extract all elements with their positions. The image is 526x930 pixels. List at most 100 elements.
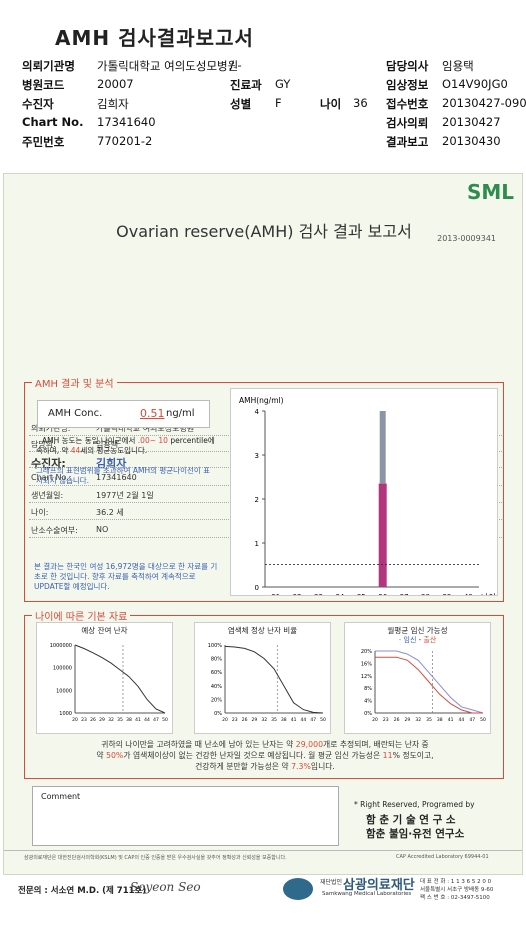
report-title: Ovarian reserve(AMH) 검사 결과 보고서 — [116, 222, 412, 241]
header-l3-2: 접수번호 — [386, 97, 429, 111]
header-l1-3: Chart No. — [22, 115, 84, 129]
footer-org-en: Samkwang Medical Laboratories — [322, 891, 412, 897]
small-chart-xtick: 23 — [383, 717, 389, 723]
field-divider — [29, 537, 249, 538]
amh-conc-label: AMH Conc. — [48, 408, 103, 419]
normal-egg-chart: 100% 80% 60% 40% 20% 0%20 23 26 29 32 35 38 41 44 47 50 — [208, 643, 326, 723]
small-chart-xtick: 20 — [72, 717, 78, 723]
basic-data-summary: 귀하의 나이만을 고려하였을 때 난소에 남아 있는 난자는 약 29,000개… — [30, 739, 500, 772]
header-v3-3: 20130427 — [442, 115, 501, 129]
header-v2b-2: 36 — [353, 96, 368, 110]
footnote: 삼광의료재단은 대한진단검사의학회(KSLM) 및 CAP의 인증 인증을 받은… — [24, 855, 287, 861]
small-chart-xtick: 29 — [99, 717, 105, 723]
pregnancy-legend: - 임신 - 출산 — [398, 636, 437, 644]
report-serial: 2013-0009341 — [437, 234, 496, 243]
small-chart-series-line — [224, 645, 324, 714]
legend-birth: 출산 — [423, 636, 437, 644]
legend-pregnancy: 임신 — [403, 636, 417, 644]
amh-chart-xtick: 37 — [400, 593, 409, 595]
org-name-2: 함춘 불임·유전 연구소 — [366, 828, 465, 840]
small-chart-ytick: 10000 — [56, 688, 72, 694]
amh-chart-xtick: 31 — [271, 593, 280, 595]
amh-chart-xtick: 38 — [421, 593, 430, 595]
patient-field-value: 가톨릭대학교 여의도성모병원 — [96, 424, 195, 433]
amh-chart-xtick: 40 — [464, 593, 473, 595]
small-chart-ytick: 100% — [208, 643, 223, 649]
amh-conc-box: AMH Conc. 0.51 ng/ml — [37, 400, 210, 428]
small-chart-ytick: 0% — [214, 711, 222, 717]
remaining-eggs-title: 예상 잔여 난자 — [81, 626, 128, 635]
small-chart-xtick: 23 — [232, 717, 238, 723]
header-v3-4: 20130430 — [442, 134, 501, 148]
amh-bar — [378, 483, 387, 587]
amh-chart-ytick: 2 — [255, 496, 259, 504]
remaining-eggs-panel: 예상 잔여 난자 1000000 100000 10000 1000 20 23 26 29 3… — [36, 622, 173, 734]
small-chart-series-line — [74, 644, 166, 714]
patient-field-label: 난소수술여부: — [31, 526, 78, 535]
footer-fax: 팩 스 번 호 : 02-3497-5100 — [420, 895, 490, 901]
amh-chart-xtick: 32 — [293, 593, 302, 595]
header-v1-4: 770201-2 — [97, 134, 153, 148]
doctor-name: 전문의 : 서소연 M.D. (제 711호) — [18, 886, 147, 896]
summary-c: 약 — [96, 751, 104, 760]
small-chart-xtick: 20 — [222, 717, 228, 723]
amh-chart-xtick: 33 — [314, 593, 323, 595]
amh-chart-xlabel: 나이 — [481, 592, 496, 595]
amh-chart-ytick: 1 — [255, 540, 259, 548]
field-divider — [29, 519, 249, 520]
patient-field-label: Chart No.: — [31, 473, 72, 482]
patient-field-value: 17341640 — [96, 473, 137, 482]
small-chart-ytick: 80% — [211, 657, 222, 663]
header-l2-1: 진료과 — [230, 78, 262, 92]
report-header-title: AMH 검사결과보고서 — [55, 26, 254, 50]
small-chart-ytick: 1000000 — [50, 643, 72, 649]
small-chart-ytick: 60% — [211, 670, 222, 676]
pregnancy-chart: 20% 16% 12% 8% 4% 0%20 23 26 29 32 35 38 41 44 47 50 — [361, 649, 486, 723]
patient-field-label: 생년월일: — [31, 491, 64, 500]
header-v1-1: 20007 — [97, 77, 134, 91]
amh-chart-ytick: 3 — [255, 452, 259, 460]
amh-conc-unit: ng/ml — [166, 408, 195, 419]
small-chart-xtick: 38 — [281, 717, 287, 723]
patient-field-label: 의뢰기관명: — [31, 424, 71, 433]
summary-f: 건강하게 분만할 가능성은 약 — [195, 762, 289, 771]
summary-g: 입니다. — [310, 762, 335, 771]
small-chart-series-line — [375, 656, 483, 714]
small-chart-ytick: 0% — [364, 711, 372, 717]
amh-text-1c: 세의 평균농도입니다. — [80, 446, 148, 455]
amh-age-equivalent: 44 — [70, 446, 81, 455]
patient-field-value: 김희자 — [96, 457, 127, 470]
amh-text-1a: AMH 농도는 동일 나이군에서 — [42, 436, 136, 445]
summary-b: 개로 추정되며, 배란되는 난자 중 — [323, 740, 429, 749]
small-chart-xtick: 50 — [162, 717, 168, 723]
footer-addr: 서울특별시 서초구 방배동 9-60 — [420, 887, 494, 893]
header-l2-2: 성별 — [230, 97, 252, 111]
normal-egg-title: 염색체 정상 난자 비율 — [227, 626, 298, 635]
header-l3-1: 임상정보 — [386, 78, 429, 92]
small-chart-xtick: 26 — [242, 717, 248, 723]
small-chart-xtick: 23 — [81, 717, 87, 723]
small-chart-xtick: 29 — [252, 717, 258, 723]
amh-text-1b: percentile에 속하며, 약 — [36, 436, 215, 455]
small-chart-xtick: 44 — [459, 717, 465, 723]
amh-graph-note: 그래프의 표현범위를 초과하여 AMH의 평균나이선이 표시되지 않습니다. — [36, 466, 211, 485]
small-chart-xtick: 26 — [90, 717, 96, 723]
amh-chart-xtick: 36 — [378, 593, 387, 595]
small-chart-xtick: 50 — [480, 717, 486, 723]
header-v1-2: 김희자 — [97, 97, 129, 111]
amh-section — [24, 382, 504, 602]
header-v3-1: O14V90JG0 — [442, 77, 508, 91]
amh-data-note: 본 결과는 한국인 여성 16,972명을 대상으로 한 자료를 기초로 한 것… — [34, 562, 218, 591]
small-chart-series-line — [375, 650, 484, 714]
sml-logo: SML — [466, 180, 514, 204]
header-v1-3: 17341640 — [97, 115, 156, 129]
small-chart-xtick: 38 — [437, 717, 443, 723]
patient-field-label: 수진자: — [31, 457, 66, 470]
small-chart-xtick: 32 — [108, 717, 114, 723]
summary-a: 귀하의 나이만을 고려하였을 때 난소에 남아 있는 난자는 약 — [101, 740, 294, 749]
field-divider — [29, 451, 249, 452]
patient-field-label: 나이: — [31, 508, 49, 517]
pregnancy-panel: 월평균 임신 가능성 - 임신 - 출산 20% 16% 12% 8% 4% 0% 20 23… — [344, 622, 491, 734]
field-divider — [29, 485, 249, 486]
